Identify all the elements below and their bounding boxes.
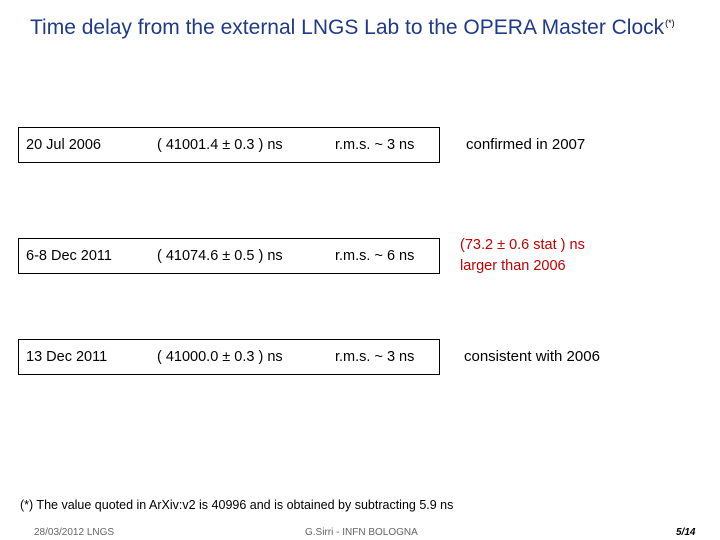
measurement-rms: r.m.s. ~ 6 ns — [335, 248, 415, 264]
footer-author: G.Sirri - INFN BOLOGNA — [305, 527, 418, 538]
measurement-row-dec-13-2011: 13 Dec 2011 ( 41000.0 ± 0.3 ) ns r.m.s. … — [18, 339, 440, 375]
footer-date-location: 28/03/2012 LNGS — [34, 527, 115, 538]
page-number: 5/14 — [676, 527, 696, 538]
note-line: consistent with 2006 — [464, 348, 600, 365]
measurement-value: ( 41000.0 ± 0.3 ) ns — [157, 349, 283, 365]
measurement-row-dec-6-8-2011: 6-8 Dec 2011 ( 41074.6 ± 0.5 ) ns r.m.s.… — [18, 238, 440, 274]
measurement-rms: r.m.s. ~ 3 ns — [335, 349, 415, 365]
measurement-note-2006: confirmed in 2007 — [466, 134, 585, 155]
measurement-date: 13 Dec 2011 — [26, 349, 108, 365]
note-line: confirmed in 2007 — [466, 136, 586, 153]
measurement-value: ( 41001.4 ± 0.3 ) ns — [157, 137, 283, 153]
slide-title-text: Time delay from the external LNGS Lab to… — [30, 16, 665, 39]
measurement-rms: r.m.s. ~ 3 ns — [335, 137, 415, 153]
note-line: larger than 2006 — [460, 258, 566, 274]
measurement-note-dec-6-8-2011: (73.2 ± 0.6 stat ) ns larger than 2006 — [460, 235, 585, 277]
footnote: (*) The value quoted in ArXiv:v2 is 4099… — [20, 498, 454, 512]
measurement-row-2006: 20 Jul 2006 ( 41001.4 ± 0.3 ) ns r.m.s. … — [18, 127, 440, 163]
measurement-date: 6-8 Dec 2011 — [26, 248, 112, 264]
measurement-note-dec-13-2011: consistent with 2006 — [464, 346, 600, 367]
footnote-marker: (*) — [665, 18, 675, 28]
measurement-date: 20 Jul 2006 — [26, 137, 101, 153]
measurement-value: ( 41074.6 ± 0.5 ) ns — [157, 248, 283, 264]
note-line: (73.2 ± 0.6 stat ) ns — [460, 237, 585, 253]
slide-title: Time delay from the external LNGS Lab to… — [30, 16, 675, 40]
